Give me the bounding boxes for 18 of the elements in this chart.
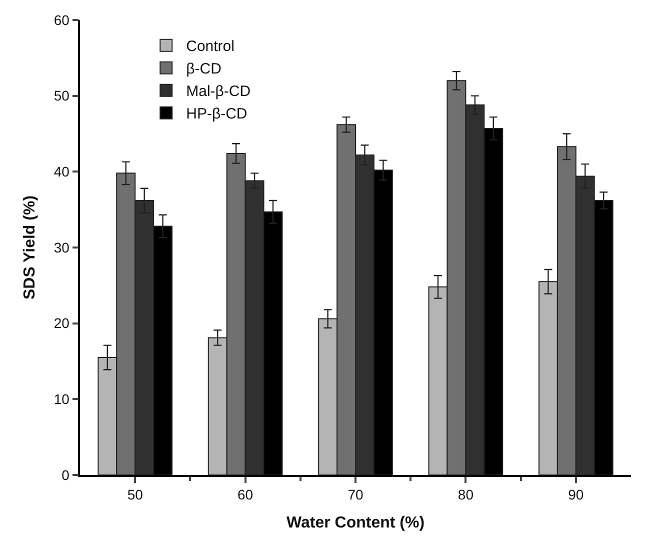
legend-label: β-CD [186,60,222,78]
y-tick-label: 10 [54,391,70,408]
x-tick-label: 60 [238,486,254,503]
legend-label: HP-β-CD [186,106,248,123]
x-axis-title: Water Content (%) [286,514,425,532]
y-tick-label: 0 [62,466,70,483]
y-axis-title: SDS Yield (%) [21,195,38,300]
y-tick-label: 60 [54,12,70,28]
x-tick-label: 80 [458,486,474,503]
x-tick-label: 70 [348,486,364,503]
y-tick-label: 50 [54,88,70,104]
legend-label: Mal-β-CD [186,83,251,100]
x-tick-label: 90 [568,486,584,503]
x-tick-label: 50 [127,486,144,503]
y-tick-label: 20 [54,315,70,332]
y-tick-label: 40 [54,164,70,180]
y-tick-label: 30 [54,239,70,256]
legend-label: Control [186,38,234,56]
